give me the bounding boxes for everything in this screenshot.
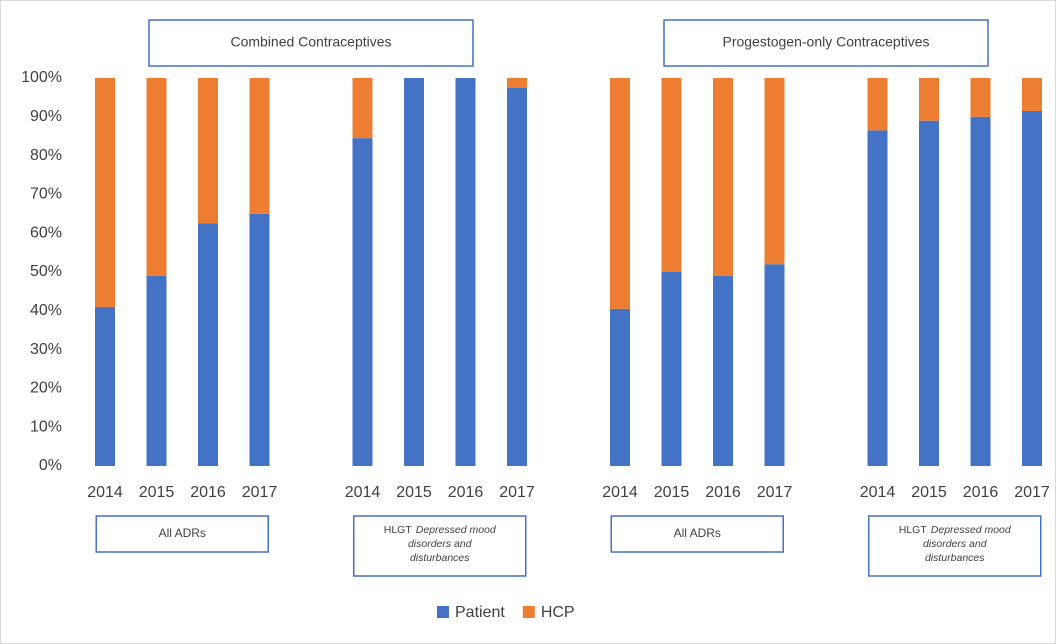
x-tick-label: 2016 [190,484,226,501]
panel-title: Progestogen-only Contraceptives [722,34,929,50]
group-label-line: Depressed mood [416,524,497,536]
bar-segment [352,78,373,139]
x-tick-label: 2016 [963,484,999,501]
bar-segment [1022,78,1042,111]
bar-segment [764,78,785,265]
group-label-line: disturbances [410,552,470,564]
y-tick-label: 90% [30,108,62,125]
x-tick-label: 2017 [242,484,278,501]
bar-segment [970,116,991,467]
bar-segment [95,306,115,466]
bar-segment [661,272,682,466]
x-tick-label: 2016 [448,484,484,501]
group-label-line: disorders and [923,538,988,550]
y-tick-label: 40% [30,302,62,319]
bar-segment [919,78,939,121]
group-label-line: disorders and [408,538,473,550]
y-tick-label: 20% [30,380,62,397]
bar-segment [455,78,476,466]
group-label-prefix: HLGT [899,524,928,536]
bar-segment [1022,110,1042,466]
group-label-box [353,515,527,577]
y-tick-label: 0% [39,457,62,474]
group-label-line: disturbances [925,552,985,564]
bar-segment [713,275,733,466]
bar-segment [507,78,527,88]
legend-label: Patient [455,604,505,621]
group-label-prefix: HLGT [384,524,413,536]
x-tick-label: 2016 [705,484,741,501]
y-tick-label: 10% [30,418,62,435]
y-tick-label: 60% [30,224,62,241]
x-tick-label: 2015 [654,484,690,501]
x-tick-label: 2014 [345,484,381,501]
bar-segment [970,78,991,117]
bar-segment [661,78,682,272]
bar-segment [352,138,373,466]
panel-title: Combined Contraceptives [230,34,391,50]
group-label-box [95,515,269,553]
panel-title-box [663,19,989,67]
legend-label: HCP [541,604,575,621]
y-tick-label: 30% [30,341,62,358]
panel-title-box [148,19,474,67]
bar-segment [146,275,167,466]
group-label: HLGT Depressed mood disorders and disturban… [384,524,497,564]
x-tick-label: 2014 [602,484,638,501]
bar-segment [610,78,630,309]
y-tick-label: 50% [30,263,62,280]
y-tick-label: 100% [21,69,62,86]
bar-segment [198,223,218,466]
bar-segment [610,308,630,466]
x-tick-label: 2014 [87,484,123,501]
group-label-box [610,515,784,553]
bar-segment [919,120,939,467]
x-tick-label: 2015 [139,484,175,501]
bar-segment [764,264,785,466]
x-tick-label: 2017 [499,484,535,501]
bar-segment [249,78,270,214]
group-label: All ADRs [674,526,721,540]
group-label-box [868,515,1042,577]
x-tick-label: 2017 [1014,484,1050,501]
bar-segment [146,78,167,276]
group-label: HLGT Depressed mood disorders and disturban… [899,524,1012,564]
y-tick-label: 70% [30,186,62,203]
x-tick-label: 2015 [396,484,432,501]
x-tick-label: 2014 [860,484,896,501]
legend-swatch [437,606,449,618]
bar-segment [867,130,888,466]
bar-segment [404,78,424,466]
bar-segment [249,213,270,466]
group-label-line: Depressed mood [931,524,1012,536]
bar-segment [507,87,527,466]
group-label: All ADRs [159,526,206,540]
bar-segment [198,78,218,224]
y-tick-label: 80% [30,147,62,164]
legend-swatch [522,606,535,618]
x-tick-label: 2015 [911,484,947,501]
bar-segment [867,78,888,131]
bar-segment [95,78,115,307]
bar-segment [713,78,733,276]
x-tick-label: 2017 [757,484,793,501]
